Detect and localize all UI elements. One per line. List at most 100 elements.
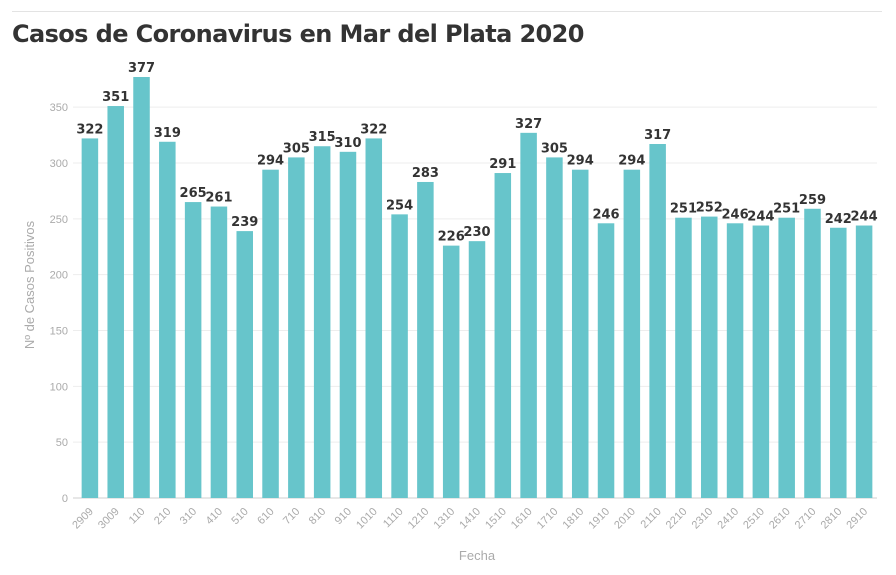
bar xyxy=(494,173,512,498)
y-tick-label: 100 xyxy=(50,381,68,393)
bar-value-label: 230 xyxy=(463,225,490,240)
bar-value-label: 322 xyxy=(360,122,387,137)
bar xyxy=(726,223,744,498)
x-tick-label: 110 xyxy=(127,506,148,527)
bar-value-label: 265 xyxy=(180,186,207,201)
bar-value-label: 322 xyxy=(76,122,103,137)
x-tick-label: 1410 xyxy=(457,506,483,532)
bar xyxy=(804,208,821,498)
bar xyxy=(417,181,434,498)
x-tick-label: 2310 xyxy=(690,506,716,532)
data-labels: 3223513773192652612392943053153103222542… xyxy=(76,61,877,245)
x-tick-label: 1610 xyxy=(509,506,535,532)
bar-value-label: 351 xyxy=(102,90,129,105)
x-tick-label: 1810 xyxy=(561,506,587,532)
bar xyxy=(391,214,408,498)
y-tick-label: 250 xyxy=(50,214,68,226)
x-tick-label: 1910 xyxy=(586,506,612,532)
bar-value-label: 226 xyxy=(438,230,465,245)
bar xyxy=(210,206,228,499)
bar xyxy=(159,141,176,498)
x-tick-label: 1510 xyxy=(483,506,509,532)
bar-value-label: 377 xyxy=(128,61,155,76)
bar-value-label: 327 xyxy=(515,117,542,132)
bar xyxy=(313,146,331,498)
x-tick-label: 910 xyxy=(333,506,354,527)
bar-value-label: 294 xyxy=(567,154,594,169)
x-tick-label: 3009 xyxy=(96,506,122,532)
bar xyxy=(339,151,357,498)
bar xyxy=(236,231,253,499)
bar xyxy=(597,223,615,498)
x-tick-label: 2510 xyxy=(741,506,767,532)
bar xyxy=(778,217,795,498)
bar-value-label: 246 xyxy=(592,207,619,222)
bar-value-label: 305 xyxy=(283,141,310,156)
x-tick-label: 1210 xyxy=(406,506,432,532)
x-tick-label: 710 xyxy=(281,506,302,527)
y-tick-label: 350 xyxy=(50,102,68,114)
bar-value-label: 283 xyxy=(412,166,439,181)
bar-value-label: 261 xyxy=(205,191,232,206)
bar xyxy=(81,138,99,498)
x-tick-label: 2910 xyxy=(844,506,870,532)
bar-value-label: 246 xyxy=(721,207,748,222)
x-tick-label: 510 xyxy=(229,506,250,527)
x-tick-label: 2010 xyxy=(612,506,638,532)
x-tick-label: 2110 xyxy=(639,506,664,531)
y-tick-label: 50 xyxy=(56,437,68,449)
bar-value-label: 310 xyxy=(334,136,361,151)
bar xyxy=(675,217,692,498)
x-tick-label: 2410 xyxy=(715,506,741,532)
x-tick-label: 410 xyxy=(204,506,225,527)
x-tick-label: 310 xyxy=(178,506,199,527)
bars xyxy=(81,77,873,499)
x-tick-label: 1010 xyxy=(354,506,380,532)
bar-value-label: 244 xyxy=(747,210,774,225)
top-divider xyxy=(12,11,882,12)
x-tick-label: 2210 xyxy=(664,506,690,532)
y-tick-labels: 0 50 100 150 200 250 300 350 xyxy=(50,102,68,505)
bar-value-label: 251 xyxy=(670,202,697,217)
bar xyxy=(468,241,486,498)
y-tick-label: 150 xyxy=(50,325,68,337)
x-tick-label: 210 xyxy=(152,506,173,527)
x-tick-label: 1110 xyxy=(381,506,406,531)
bar xyxy=(623,169,641,498)
bar xyxy=(365,138,383,498)
chart-title: Casos de Coronavirus en Mar del Plata 20… xyxy=(12,20,584,48)
bar-value-label: 319 xyxy=(154,126,181,141)
bar-value-label: 315 xyxy=(309,130,336,145)
x-tick-label: 2710 xyxy=(793,506,819,532)
bar xyxy=(571,169,589,498)
bar xyxy=(262,169,279,498)
y-tick-label: 0 xyxy=(62,493,68,505)
bar-value-label: 244 xyxy=(851,210,878,225)
x-tick-label: 1310 xyxy=(432,506,458,532)
bar xyxy=(184,202,202,498)
x-tick-label: 2810 xyxy=(819,506,845,532)
x-tick-labels: 2909 3009 110 210 310 410 510 610 710 810 910 1010 1… xyxy=(70,506,870,532)
bar-value-label: 252 xyxy=(696,201,723,216)
bar xyxy=(520,132,537,498)
bar-value-label: 254 xyxy=(386,198,413,213)
bar-value-label: 317 xyxy=(644,128,671,143)
y-tick-label: 300 xyxy=(50,158,68,170)
bar xyxy=(107,106,124,498)
x-tick-label: 810 xyxy=(307,506,328,527)
x-axis-label: Fecha xyxy=(459,548,496,563)
bar-value-label: 242 xyxy=(825,212,852,227)
bar xyxy=(701,216,718,498)
bar-value-label: 239 xyxy=(231,215,258,230)
y-tick-label: 200 xyxy=(50,270,68,282)
bar-value-label: 305 xyxy=(541,141,568,156)
bar xyxy=(133,77,150,498)
bar xyxy=(855,225,873,498)
bar xyxy=(546,157,563,498)
y-axis-label: Nº de Casos Positivos xyxy=(22,220,37,349)
bar-value-label: 291 xyxy=(489,157,516,172)
bar xyxy=(752,225,770,498)
bar-value-label: 251 xyxy=(773,202,800,217)
bar xyxy=(288,157,305,498)
